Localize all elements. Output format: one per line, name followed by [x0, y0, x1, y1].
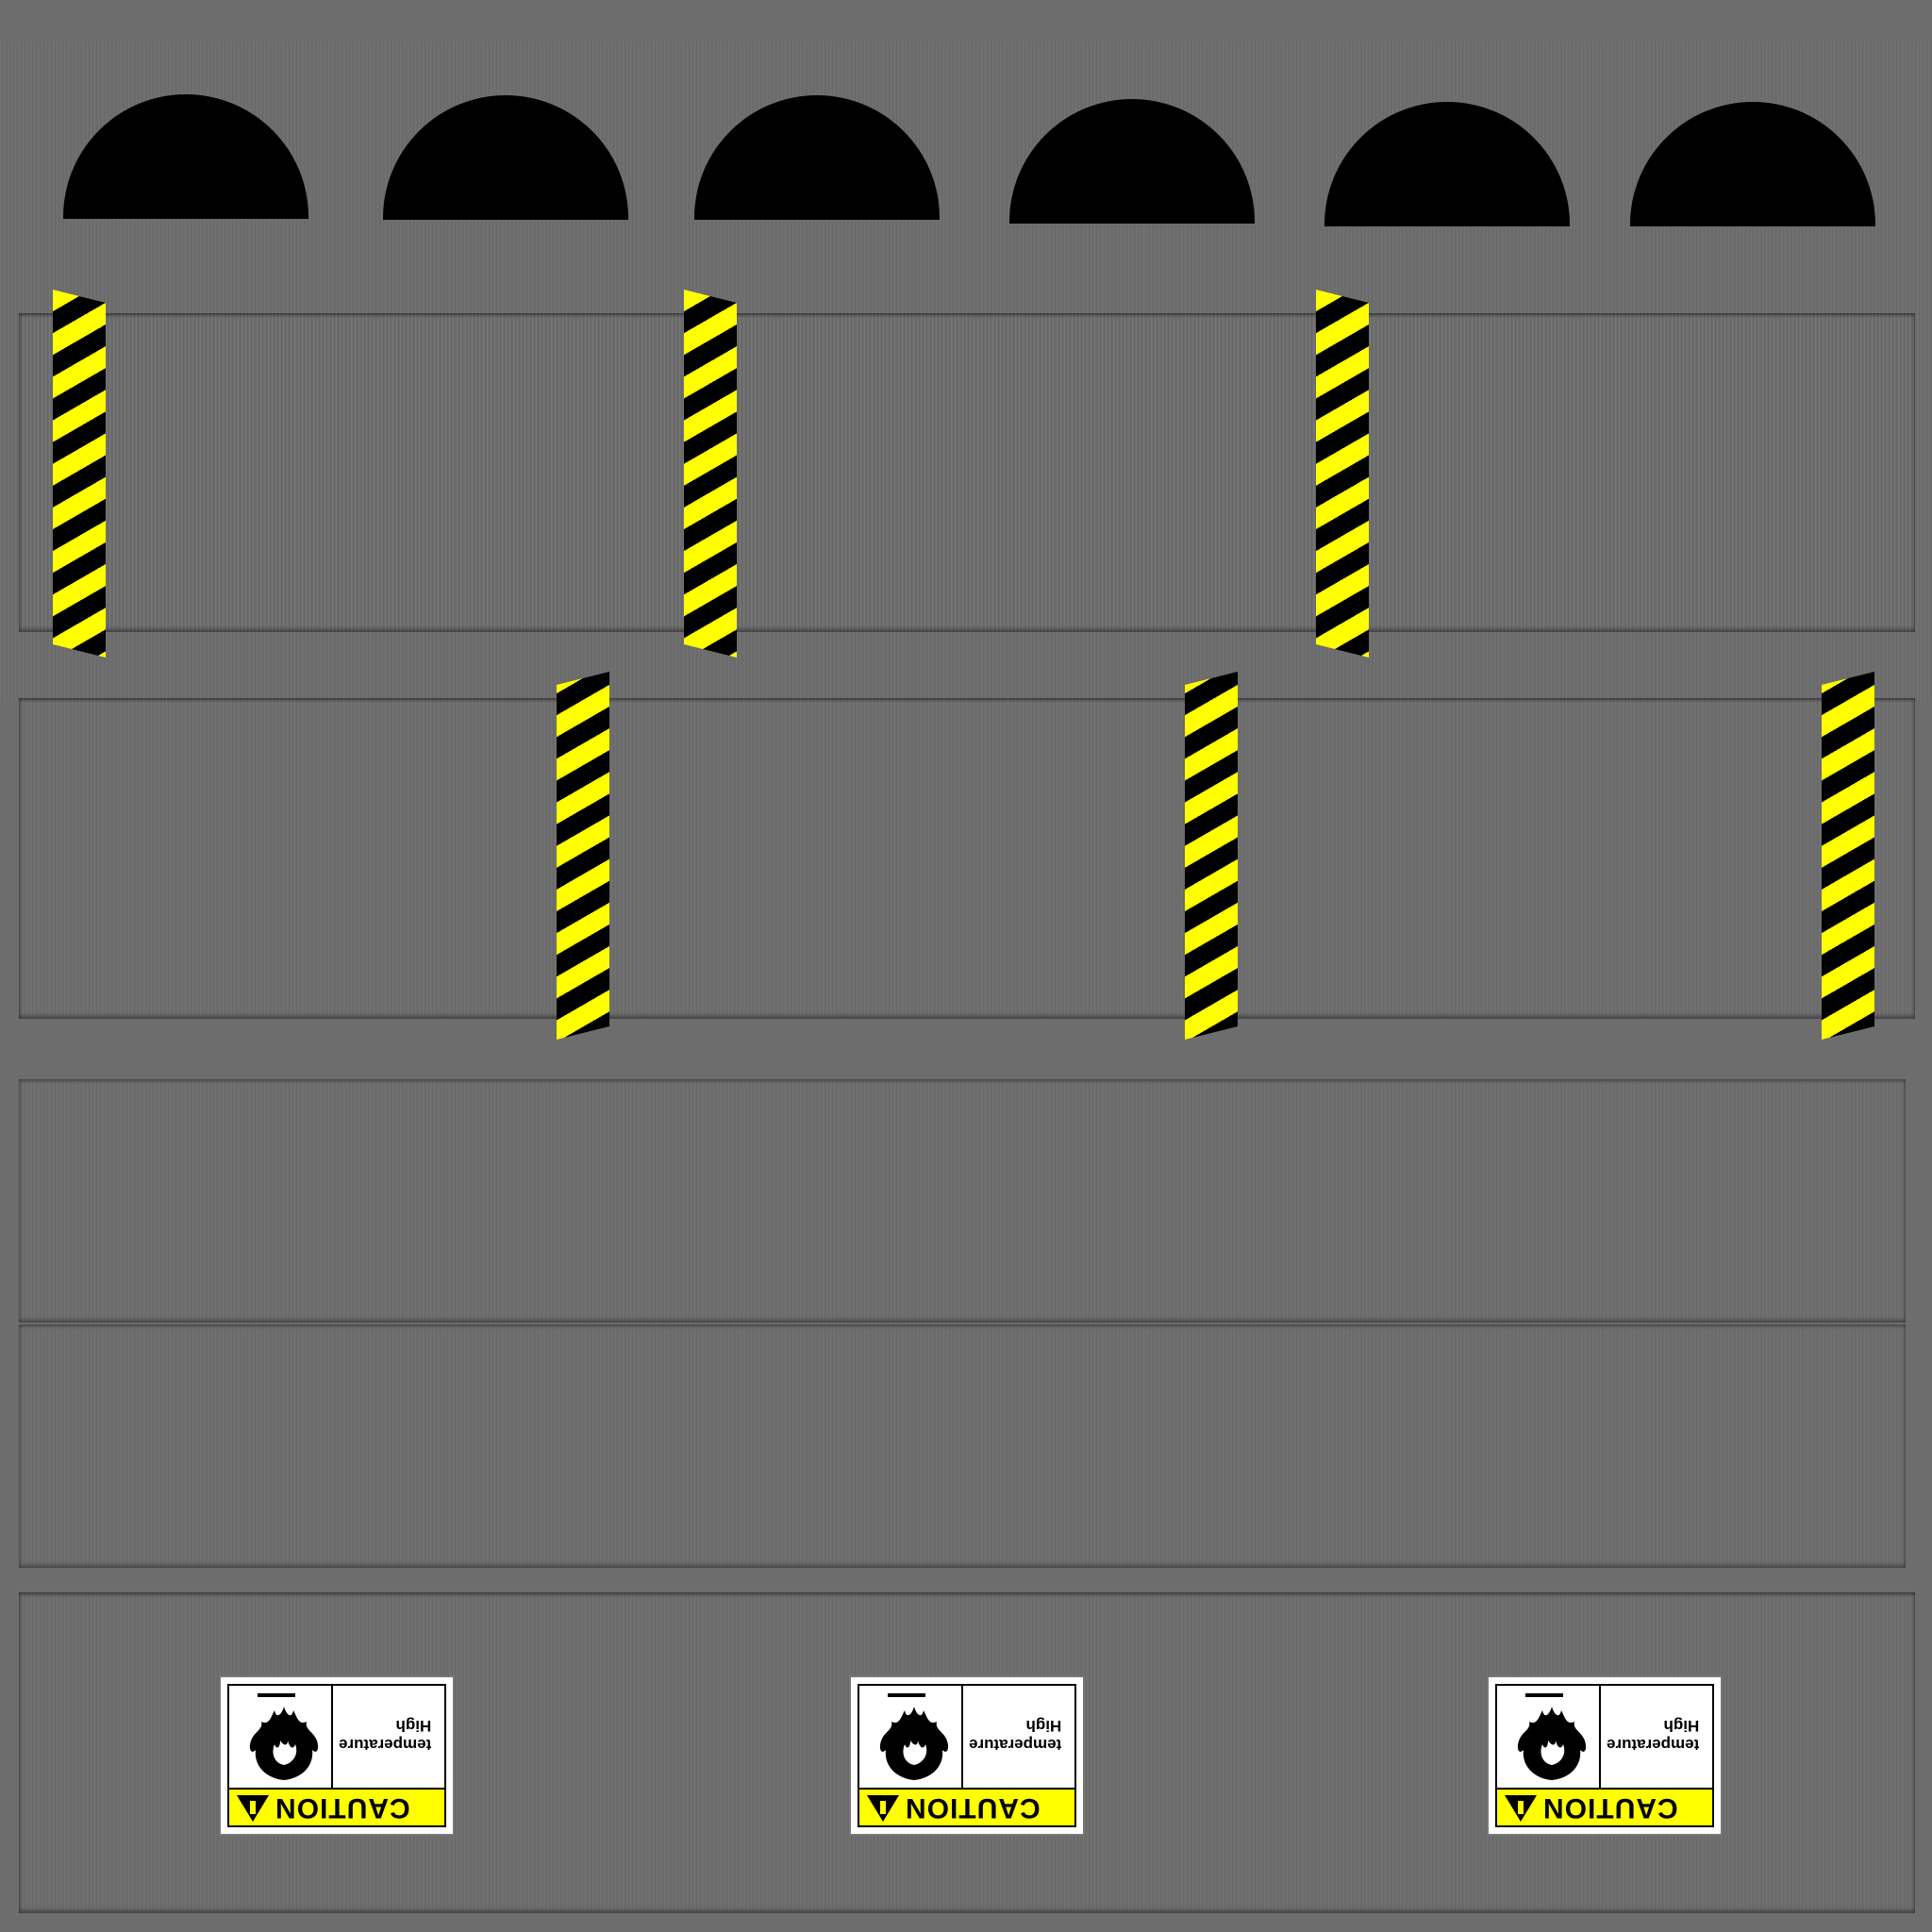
caution-bar: CAUTION	[229, 1788, 444, 1825]
light-pipe-1	[19, 1079, 1906, 1323]
sign-line-1: High	[395, 1717, 432, 1735]
hazard-stripe	[557, 672, 609, 1040]
sign-text: temperature High	[1607, 1716, 1699, 1754]
warning-triangle-icon	[867, 1795, 899, 1822]
sign-divider	[1599, 1686, 1601, 1790]
warning-sign-3: temperature High CAUTION	[1489, 1677, 1721, 1834]
hazard-stripe	[684, 290, 737, 658]
sign-text: temperature High	[969, 1716, 1061, 1754]
warning-sign-2: temperature High CAUTION	[851, 1677, 1083, 1834]
fire-icon	[1517, 1693, 1587, 1780]
sign-divider	[961, 1686, 963, 1790]
fire-icon	[249, 1693, 319, 1780]
sign-divider	[331, 1686, 333, 1790]
hazard-stripe	[53, 290, 106, 658]
hazard-stripe	[1822, 672, 1874, 1040]
sign-text: temperature High	[339, 1716, 431, 1754]
warning-triangle-icon	[237, 1795, 269, 1822]
warning-sign-1: temperature High CAUTION	[221, 1677, 453, 1834]
caution-label: CAUTION	[1542, 1792, 1678, 1824]
pipe-row-1	[19, 313, 1915, 632]
warning-triangle-icon	[1505, 1795, 1537, 1822]
sign-line-2: temperature	[1607, 1736, 1700, 1754]
pipe-row-2	[19, 698, 1915, 1019]
hazard-stripe	[1185, 672, 1238, 1040]
caution-bar: CAUTION	[859, 1788, 1074, 1825]
top-metal-band	[0, 42, 1932, 702]
sign-line-1: High	[1025, 1717, 1062, 1735]
fire-icon	[879, 1693, 949, 1780]
caution-label: CAUTION	[275, 1792, 410, 1824]
sign-line-2: temperature	[969, 1736, 1062, 1754]
sign-line-2: temperature	[339, 1736, 432, 1754]
sign-line-1: High	[1663, 1717, 1700, 1735]
hazard-stripe	[1316, 290, 1369, 658]
caution-bar: CAUTION	[1497, 1788, 1712, 1825]
light-pipe-2	[19, 1324, 1906, 1568]
caution-label: CAUTION	[905, 1792, 1041, 1824]
